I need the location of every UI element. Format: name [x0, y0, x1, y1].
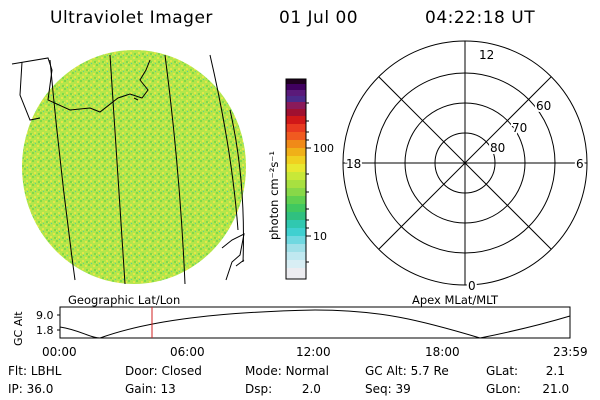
polar-lat-60-bg: 60	[536, 99, 551, 113]
polar-label-12: 12	[479, 48, 494, 62]
mode-label: Mode:	[245, 364, 282, 378]
status-door: Door: Closed	[125, 364, 202, 378]
status-mode: Mode: Normal	[245, 364, 329, 378]
glat-value: 2.1	[545, 364, 565, 378]
polar-label-0-bg: 0	[468, 279, 476, 293]
flt-label: Flt:	[8, 364, 27, 378]
xtick-1: 06:00	[170, 345, 205, 359]
geographic-label: Geographic Lat/Lon	[68, 293, 180, 307]
ip-value: 36.0	[26, 382, 54, 396]
polar-label-18-bg: 18	[346, 157, 361, 171]
earth-disk	[22, 50, 246, 284]
gcalt-value: 5.7 Re	[410, 364, 449, 378]
dsp-label: Dsp:	[245, 382, 273, 396]
colorbar	[285, 78, 311, 280]
dsp-value: 2.0	[301, 382, 321, 396]
polar-lat-70-bg: 70	[512, 121, 527, 135]
polar-lat-60: 60	[536, 99, 551, 113]
status-gain: Gain: 13	[125, 382, 176, 396]
xtick-4: 23:59	[553, 345, 588, 359]
polar-label-12-bg: 12	[479, 48, 494, 62]
xtick-3: 18:00	[425, 345, 460, 359]
flt-value: LBHL	[30, 364, 62, 378]
gain-label: Gain:	[125, 382, 157, 396]
instrument-title: Ultraviolet Imager	[50, 8, 213, 28]
altitude-ylabel: GC Alt	[12, 311, 25, 346]
status-gcalt: GC Alt: 5.7 Re	[365, 364, 449, 378]
polar-lat-70: 70	[512, 121, 527, 135]
status-glon: GLon: 21.0	[486, 382, 569, 396]
polar-label-6: 6	[576, 157, 584, 171]
colorbar-tick-100: 100	[313, 142, 334, 155]
seq-label: Seq:	[365, 382, 392, 396]
status-seq: Seq: 39	[365, 382, 411, 396]
altitude-curve	[59, 309, 571, 339]
status-flt: Flt: LBHL	[8, 364, 61, 378]
polar-grid	[342, 40, 588, 286]
polar-label-18: 18	[346, 157, 361, 171]
xtick-2: 12:00	[296, 345, 331, 359]
glat-label: GLat:	[486, 364, 519, 378]
meridian-lines	[49, 54, 244, 285]
seq-value: 39	[395, 382, 411, 396]
polar-lat-80: 80	[490, 141, 505, 155]
door-value: Closed	[161, 364, 202, 378]
apex-label: Apex MLat/MLT	[412, 293, 499, 307]
ip-label: IP:	[8, 382, 23, 396]
time-label: 04:22:18 UT	[425, 8, 536, 28]
glon-value: 21.0	[542, 382, 570, 396]
altitude-ytick-low: 1.8	[36, 324, 54, 337]
mode-value: Normal	[285, 364, 329, 378]
glon-label: GLon:	[486, 382, 521, 396]
status-ip: IP: 36.0	[8, 382, 53, 396]
altitude-ytick-high: 9.0	[36, 309, 54, 322]
polar-label-6-bg: 6	[576, 157, 584, 171]
polar-label-0: 0	[468, 279, 476, 293]
coastline	[11, 57, 245, 281]
status-glat: GLat: 2.1	[486, 364, 565, 378]
date-label: 01 Jul 00	[279, 8, 359, 28]
xtick-0: 00:00	[42, 345, 77, 359]
gcalt-label: GC Alt:	[365, 364, 407, 378]
altitude-plot	[57, 306, 571, 339]
status-dsp: Dsp: 2.0	[245, 382, 321, 396]
door-label: Door:	[125, 364, 158, 378]
colorbar-unit-label: photon cm⁻²s⁻¹	[267, 151, 281, 240]
gain-value: 13	[160, 382, 176, 396]
polar-lat-80-bg: 80	[490, 141, 505, 155]
colorbar-tick-10: 10	[313, 230, 327, 243]
